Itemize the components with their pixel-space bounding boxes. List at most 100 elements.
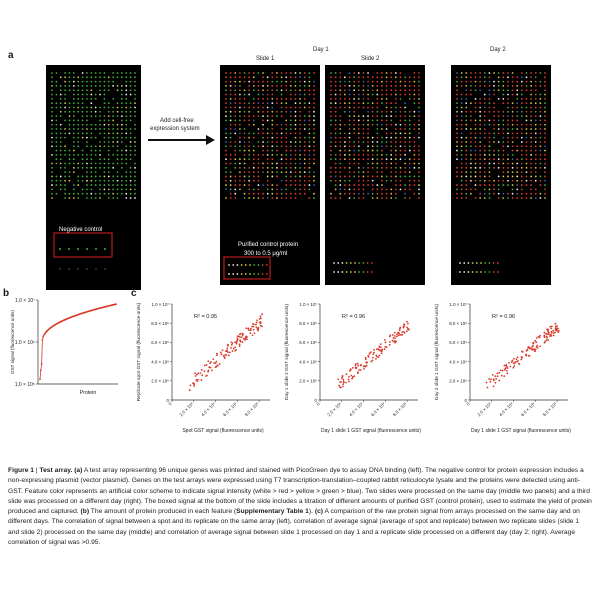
array-spot bbox=[116, 115, 119, 118]
array-spot bbox=[266, 128, 269, 130]
array-spot bbox=[262, 197, 264, 199]
array-spot bbox=[266, 119, 269, 122]
array-spot bbox=[276, 141, 278, 143]
array-spot bbox=[51, 72, 53, 74]
array-spot bbox=[299, 93, 302, 96]
array-spot bbox=[469, 93, 472, 96]
array-spot bbox=[134, 128, 136, 130]
array-spot bbox=[107, 188, 110, 191]
array-spot bbox=[357, 162, 360, 165]
array-spot bbox=[418, 153, 420, 156]
array-spot bbox=[86, 119, 88, 122]
array-spot bbox=[544, 115, 546, 118]
array-spot bbox=[303, 89, 306, 92]
array-spot bbox=[539, 175, 542, 178]
array-spot bbox=[460, 115, 463, 118]
array-spot bbox=[394, 141, 397, 143]
array-spot bbox=[343, 145, 346, 148]
array-spot bbox=[257, 158, 260, 161]
array-spot bbox=[308, 119, 311, 122]
array-spot bbox=[418, 145, 420, 148]
array-spot bbox=[99, 179, 101, 182]
array-spot bbox=[285, 166, 288, 169]
titration-spot bbox=[257, 264, 260, 266]
array-spot bbox=[280, 171, 283, 174]
array-spot bbox=[334, 132, 337, 135]
array-spot bbox=[271, 89, 274, 92]
array-spot bbox=[55, 158, 58, 161]
array-spot bbox=[353, 153, 356, 156]
array-spot bbox=[248, 149, 251, 152]
array-spot bbox=[257, 171, 260, 174]
array-spot bbox=[289, 153, 292, 156]
array-spot bbox=[544, 80, 546, 83]
array-spot bbox=[502, 149, 505, 152]
array-spot bbox=[544, 85, 546, 87]
array-spot bbox=[262, 162, 264, 165]
array-spot bbox=[125, 158, 128, 161]
array-spot bbox=[534, 123, 537, 126]
array-spot bbox=[534, 89, 537, 92]
array-spot bbox=[353, 162, 356, 165]
array-spot bbox=[129, 106, 132, 109]
scatter-point bbox=[215, 354, 218, 357]
array-spot bbox=[474, 89, 477, 92]
array-spot bbox=[530, 175, 533, 178]
array-spot bbox=[243, 115, 246, 118]
array-spot bbox=[107, 197, 110, 199]
array-spot bbox=[530, 76, 533, 79]
array-spot bbox=[86, 184, 88, 186]
array-spot bbox=[129, 145, 132, 148]
array-spot bbox=[303, 119, 306, 122]
array-spot bbox=[474, 158, 477, 161]
array-spot bbox=[262, 184, 264, 186]
array-spot bbox=[413, 93, 416, 96]
scatter-point bbox=[371, 359, 374, 362]
scatter-point bbox=[241, 334, 244, 337]
scatter-point bbox=[517, 362, 520, 365]
array-spot bbox=[289, 115, 292, 118]
array-spot bbox=[77, 123, 80, 126]
array-spot bbox=[238, 166, 241, 169]
array-spot bbox=[107, 166, 110, 169]
array-spot bbox=[362, 141, 365, 143]
array-spot bbox=[257, 106, 260, 109]
array-spot bbox=[343, 149, 346, 152]
array-spot bbox=[516, 115, 519, 118]
scatter-point bbox=[392, 340, 395, 343]
array-spot bbox=[51, 132, 53, 135]
array-spot bbox=[330, 141, 332, 143]
array-spot bbox=[367, 76, 369, 79]
array-spot bbox=[353, 119, 356, 122]
array-spot bbox=[77, 153, 80, 156]
array-spot bbox=[390, 179, 393, 182]
array-spot bbox=[262, 136, 264, 139]
array-spot bbox=[285, 149, 288, 152]
array-spot bbox=[257, 115, 260, 118]
array-spot bbox=[243, 197, 246, 199]
scatter-point bbox=[526, 349, 529, 351]
scatter-point bbox=[203, 364, 206, 367]
array-spot bbox=[404, 102, 407, 105]
array-spot bbox=[313, 106, 315, 109]
scatter-point bbox=[376, 355, 378, 358]
array-spot bbox=[112, 136, 115, 139]
array-spot bbox=[483, 110, 486, 113]
scatter-point bbox=[511, 359, 514, 362]
array-spot bbox=[81, 119, 84, 122]
array-spot bbox=[367, 89, 369, 92]
y-tick-label: 2.0 × 10⁶ bbox=[151, 379, 169, 384]
array-spot bbox=[465, 123, 468, 126]
array-spot bbox=[234, 153, 237, 156]
array-spot bbox=[511, 132, 514, 135]
array-spot bbox=[81, 132, 84, 135]
array-spot bbox=[357, 136, 360, 139]
scatter-point bbox=[234, 346, 236, 349]
array-spot bbox=[413, 85, 416, 87]
scatter-point bbox=[236, 338, 239, 341]
array-spot bbox=[294, 145, 297, 148]
titration-spot bbox=[492, 271, 495, 273]
array-spot bbox=[502, 136, 505, 139]
scatter-point bbox=[214, 366, 217, 369]
scatter-point bbox=[245, 327, 248, 330]
